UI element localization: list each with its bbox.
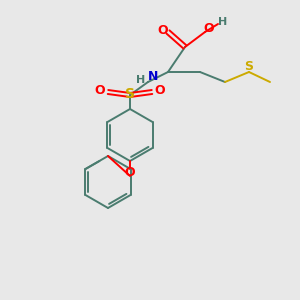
Text: O: O: [95, 85, 105, 98]
Text: H: H: [218, 17, 228, 27]
Text: O: O: [158, 23, 168, 37]
Text: S: S: [125, 87, 135, 101]
Text: O: O: [155, 85, 165, 98]
Text: S: S: [244, 59, 253, 73]
Text: O: O: [204, 22, 214, 35]
Text: H: H: [136, 75, 146, 85]
Text: N: N: [148, 70, 158, 83]
Text: O: O: [125, 167, 135, 179]
